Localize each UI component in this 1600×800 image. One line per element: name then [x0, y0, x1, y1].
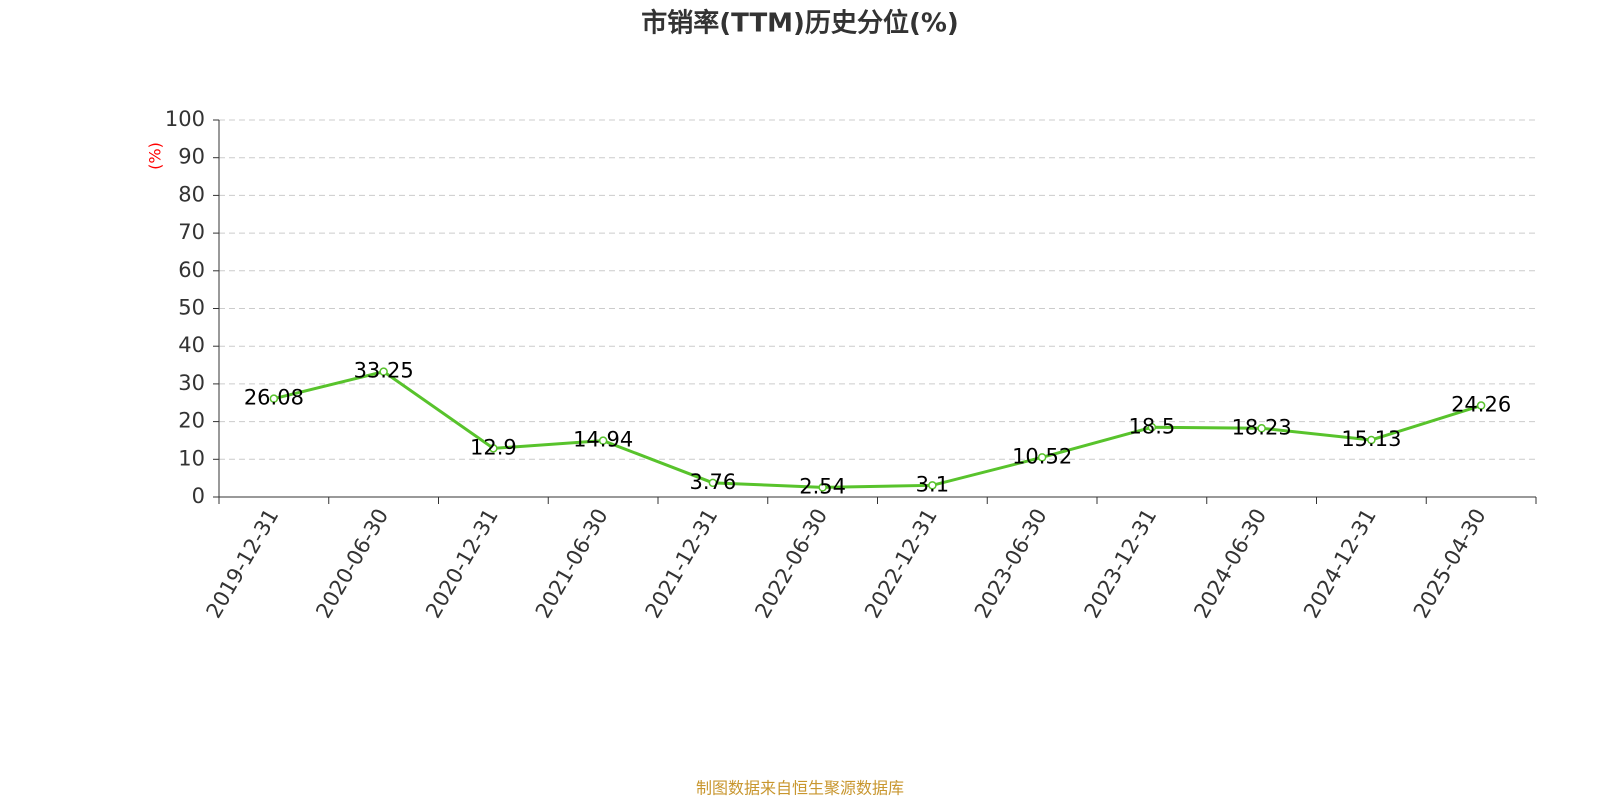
data-label: 26.08: [244, 386, 304, 410]
x-tick-label: 2020-06-30: [311, 505, 393, 623]
point: [1037, 453, 1047, 462]
point: [928, 481, 937, 490]
x-tick-label: 2022-12-31: [860, 505, 942, 623]
x-tick-label: 2024-12-31: [1299, 505, 1381, 623]
data-label: 24.26: [1451, 393, 1511, 417]
point: [1476, 401, 1486, 410]
line: [273, 370, 1482, 489]
source-note: 制图数据来自恒生聚源数据库: [696, 779, 904, 798]
point: [1367, 435, 1376, 445]
x-tick-label: 2025-04-30: [1409, 505, 1491, 623]
chart-title: 市销率(TTM)历史分位(%): [641, 8, 959, 39]
point: [379, 367, 388, 376]
y-tick-label: 50: [178, 296, 205, 320]
y-tick-label: 10: [178, 446, 205, 470]
x-tick-label: 2021-12-31: [641, 505, 723, 623]
x-tick-label: 2020-12-31: [421, 505, 503, 623]
data-label: 18.23: [1232, 415, 1292, 439]
data-label: 2.54: [799, 474, 846, 498]
y-tick-label: 40: [178, 333, 205, 357]
data-label: 14.94: [573, 428, 633, 452]
x-tick-label: 2024-06-30: [1189, 505, 1271, 623]
x-tick-label: 2023-12-31: [1080, 505, 1162, 623]
y-tick-label: 30: [178, 371, 205, 395]
point: [1257, 424, 1266, 433]
data-label: 3.1: [916, 472, 949, 496]
y-tick-label: 20: [178, 409, 205, 433]
point: [269, 394, 279, 403]
y-tick-label: 90: [178, 145, 205, 169]
x-tick-label: 2021-06-30: [531, 505, 613, 623]
point: [489, 444, 498, 453]
data-label: 33.25: [354, 359, 414, 383]
y-tick-label: 60: [178, 258, 205, 282]
point: [598, 436, 608, 445]
point: [1147, 423, 1157, 432]
data-label: 18.5: [1128, 414, 1175, 438]
y-axis-label: (%): [146, 142, 165, 170]
data-label: 15.13: [1341, 427, 1401, 451]
y-tick-label: 70: [178, 220, 205, 244]
y-tick-label: 0: [192, 484, 205, 508]
data-label: 12.9: [470, 435, 517, 459]
point: [818, 483, 827, 492]
y-tick-label: 80: [178, 182, 205, 206]
x-tick-label: 2023-06-30: [970, 505, 1052, 623]
data-label: 10.52: [1012, 444, 1072, 468]
point: [708, 478, 718, 488]
y-tick-label: 100: [165, 107, 205, 131]
x-tick-label: 2019-12-31: [202, 505, 284, 623]
x-tick-label: 2022-06-30: [750, 505, 832, 623]
data-label: 3.76: [689, 470, 736, 494]
